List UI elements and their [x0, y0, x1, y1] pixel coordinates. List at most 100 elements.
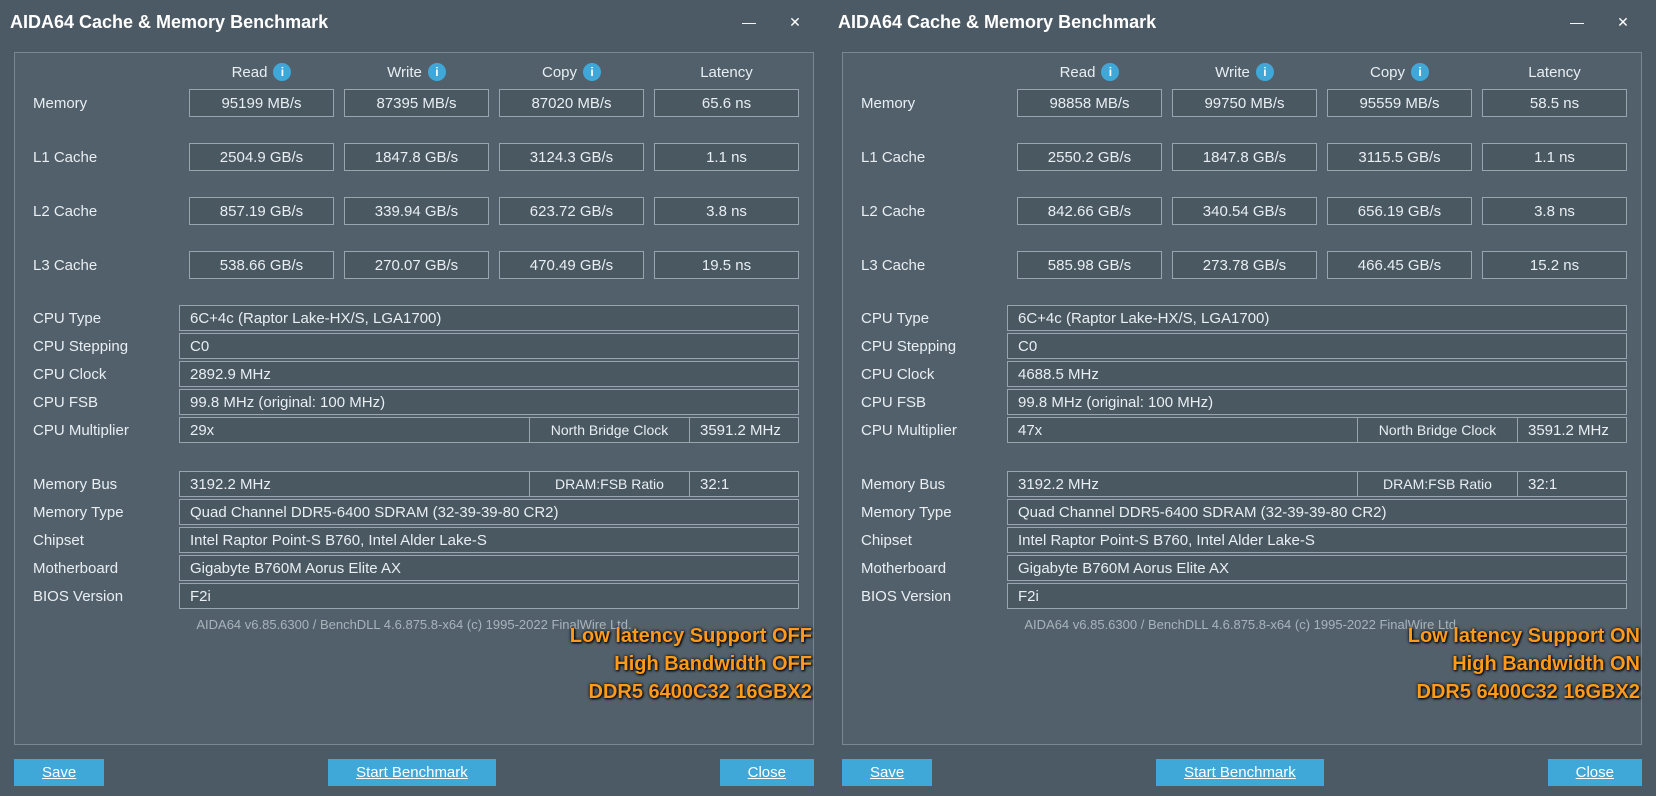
start-benchmark-button[interactable]: Start Benchmark: [328, 759, 496, 786]
bench-row-l2: L2 Cache842.66 GB/s340.54 GB/s656.19 GB/…: [857, 197, 1627, 225]
titlebar: AIDA64 Cache & Memory Benchmark—✕: [828, 0, 1656, 44]
info-row-cpu_clock: CPU Clock4688.5 MHz: [857, 361, 1627, 387]
info-icon[interactable]: i: [273, 63, 291, 81]
info-label: CPU FSB: [857, 394, 1007, 411]
info-sub-label: DRAM:FSB Ratio: [529, 471, 689, 497]
latency-value: 3.8 ns: [654, 197, 799, 225]
write-value: 273.78 GB/s: [1172, 251, 1317, 279]
read-value: 2550.2 GB/s: [1017, 143, 1162, 171]
bench-row-l3: L3 Cache585.98 GB/s273.78 GB/s466.45 GB/…: [857, 251, 1627, 279]
titlebar: AIDA64 Cache & Memory Benchmark—✕: [0, 0, 828, 44]
latency-value: 1.1 ns: [1482, 143, 1627, 171]
close-button[interactable]: ✕: [1600, 6, 1646, 38]
info-icon[interactable]: i: [1411, 63, 1429, 81]
col-header-read: Readi: [189, 63, 334, 81]
close-button-bottom[interactable]: Close: [1548, 759, 1642, 786]
benchmark-window: AIDA64 Cache & Memory Benchmark—✕ Readi Wr…: [0, 0, 828, 796]
info-label: CPU FSB: [29, 394, 179, 411]
read-value: 538.66 GB/s: [189, 251, 334, 279]
column-headers: ReadiWriteiCopyiLatency: [29, 63, 799, 89]
info-row-bios: BIOS VersionF2i: [857, 583, 1627, 609]
info-row-cpu_type: CPU Type6C+4c (Raptor Lake-HX/S, LGA1700…: [29, 305, 799, 331]
bench-row-l1: L1 Cache2504.9 GB/s1847.8 GB/s3124.3 GB/…: [29, 143, 799, 171]
copy-value: 3115.5 GB/s: [1327, 143, 1472, 171]
info-sub-label: North Bridge Clock: [529, 417, 689, 443]
info-sub-value: 3591.2 MHz: [1517, 417, 1627, 443]
footer-copyright: AIDA64 v6.85.6300 / BenchDLL 4.6.875.8-x…: [857, 617, 1627, 632]
col-header-copy: Copyi: [499, 63, 644, 81]
column-headers: ReadiWriteiCopyiLatency: [857, 63, 1627, 89]
copy-value: 470.49 GB/s: [499, 251, 644, 279]
read-value: 857.19 GB/s: [189, 197, 334, 225]
info-row-cpu_mult: CPU Multiplier29xNorth Bridge Clock3591.…: [29, 417, 799, 443]
info-row-cpu_mult: CPU Multiplier47xNorth Bridge Clock3591.…: [857, 417, 1627, 443]
bench-row-memory: Memory98858 MB/s99750 MB/s95559 MB/s58.5…: [857, 89, 1627, 117]
content-panel: ReadiWriteiCopyiLatency Memory 98858 MB/s 9…: [842, 52, 1642, 745]
info-label: Motherboard: [29, 560, 179, 577]
info-value: 2892.9 MHz: [179, 361, 799, 387]
close-button-bottom[interactable]: Close: [720, 759, 814, 786]
info-row-cpu_fsb: CPU FSB99.8 MHz (original: 100 MHz): [29, 389, 799, 415]
latency-value: 19.5 ns: [654, 251, 799, 279]
row-label: L2 Cache: [29, 203, 179, 220]
info-value: 4688.5 MHz: [1007, 361, 1627, 387]
read-value: 98858 MB/s: [1017, 89, 1162, 117]
copy-value: 87020 MB/s: [499, 89, 644, 117]
info-label: CPU Multiplier: [29, 422, 179, 439]
latency-value: 3.8 ns: [1482, 197, 1627, 225]
info-value: C0: [179, 333, 799, 359]
copy-value: 3124.3 GB/s: [499, 143, 644, 171]
bench-row-l1: L1 Cache2550.2 GB/s1847.8 GB/s3115.5 GB/…: [857, 143, 1627, 171]
info-label: CPU Multiplier: [857, 422, 1007, 439]
info-value: 6C+4c (Raptor Lake-HX/S, LGA1700): [179, 305, 799, 331]
start-benchmark-button[interactable]: Start Benchmark: [1156, 759, 1324, 786]
info-sub-label: DRAM:FSB Ratio: [1357, 471, 1517, 497]
footer-copyright: AIDA64 v6.85.6300 / BenchDLL 4.6.875.8-x…: [29, 617, 799, 632]
bench-row-memory: Memory95199 MB/s87395 MB/s87020 MB/s65.6…: [29, 89, 799, 117]
info-value: 99.8 MHz (original: 100 MHz): [1007, 389, 1627, 415]
row-label: L2 Cache: [857, 203, 1007, 220]
info-value: 99.8 MHz (original: 100 MHz): [179, 389, 799, 415]
info-icon[interactable]: i: [1101, 63, 1119, 81]
info-value: 6C+4c (Raptor Lake-HX/S, LGA1700): [1007, 305, 1627, 331]
write-value: 99750 MB/s: [1172, 89, 1317, 117]
read-value: 2504.9 GB/s: [189, 143, 334, 171]
info-value: Gigabyte B760M Aorus Elite AX: [179, 555, 799, 581]
info-row-mobo: MotherboardGigabyte B760M Aorus Elite AX: [29, 555, 799, 581]
info-row-mem_type: Memory TypeQuad Channel DDR5-6400 SDRAM …: [857, 499, 1627, 525]
minimize-button[interactable]: —: [726, 6, 772, 38]
info-value: 3192.2 MHz: [179, 471, 529, 497]
info-icon[interactable]: i: [1256, 63, 1274, 81]
cpu-info-section: CPU Type6C+4c (Raptor Lake-HX/S, LGA1700…: [29, 305, 799, 443]
info-label: CPU Type: [857, 310, 1007, 327]
info-icon[interactable]: i: [428, 63, 446, 81]
info-value: Gigabyte B760M Aorus Elite AX: [1007, 555, 1627, 581]
minimize-button[interactable]: —: [1554, 6, 1600, 38]
info-sub-value: 3591.2 MHz: [689, 417, 799, 443]
button-bar: Save Start Benchmark Close: [0, 753, 828, 796]
col-header-write: Writei: [344, 63, 489, 81]
col-header-write: Writei: [1172, 63, 1317, 81]
close-button[interactable]: ✕: [772, 6, 818, 38]
save-button[interactable]: Save: [842, 759, 932, 786]
info-label: Chipset: [857, 532, 1007, 549]
row-label: Memory: [857, 95, 1007, 112]
info-label: Memory Bus: [857, 476, 1007, 493]
info-sub-value: 32:1: [1517, 471, 1627, 497]
window-title: AIDA64 Cache & Memory Benchmark: [10, 12, 726, 33]
info-label: CPU Stepping: [29, 338, 179, 355]
write-value: 270.07 GB/s: [344, 251, 489, 279]
memory-info-section: Memory Bus3192.2 MHzDRAM:FSB Ratio32:1Me…: [29, 471, 799, 609]
info-label: Memory Type: [857, 504, 1007, 521]
info-sub-value: 32:1: [689, 471, 799, 497]
info-icon[interactable]: i: [583, 63, 601, 81]
info-row-chipset: ChipsetIntel Raptor Point-S B760, Intel …: [29, 527, 799, 553]
save-button[interactable]: Save: [14, 759, 104, 786]
info-row-mem_bus: Memory Bus3192.2 MHzDRAM:FSB Ratio32:1: [857, 471, 1627, 497]
info-label: Motherboard: [857, 560, 1007, 577]
info-row-mem_type: Memory TypeQuad Channel DDR5-6400 SDRAM …: [29, 499, 799, 525]
info-label: CPU Type: [29, 310, 179, 327]
info-value: Quad Channel DDR5-6400 SDRAM (32-39-39-8…: [179, 499, 799, 525]
copy-value: 466.45 GB/s: [1327, 251, 1472, 279]
row-label: L3 Cache: [29, 257, 179, 274]
